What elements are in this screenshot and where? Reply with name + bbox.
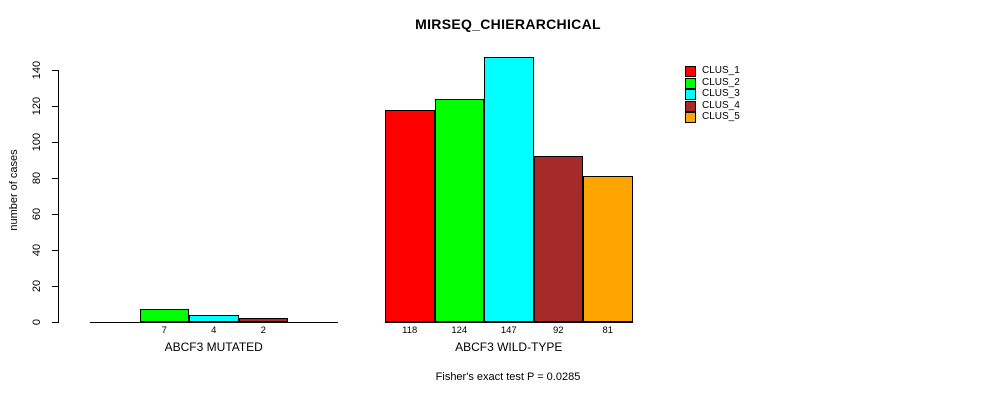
y-axis-tick — [52, 250, 58, 251]
bar-clus_4 — [533, 156, 583, 322]
bar-clus_4 — [238, 318, 288, 322]
bar-value-label: 147 — [500, 325, 517, 336]
bar-clus_2 — [434, 98, 484, 322]
legend-label: CLUS_4 — [702, 99, 740, 111]
legend-swatch-clus_3 — [685, 89, 696, 100]
y-axis-tick — [52, 178, 58, 179]
legend-swatch-clus_1 — [685, 66, 696, 77]
y-axis-tick — [52, 286, 58, 287]
bar-value-label: 2 — [260, 325, 266, 336]
bar-clus_1 — [385, 109, 435, 322]
bar-value-label: 124 — [451, 325, 468, 336]
chart-title: MIRSEQ_CHIERARCHICAL — [415, 16, 601, 32]
bar-value-label: 4 — [211, 325, 217, 336]
legend-swatch-clus_2 — [685, 77, 696, 89]
group-label: ABCF3 MUTATED — [164, 340, 263, 354]
legend-label: CLUS_2 — [702, 76, 740, 88]
y-axis-tick — [52, 70, 58, 71]
bar-clus_3 — [189, 314, 239, 322]
bar-value-label: 92 — [552, 325, 564, 336]
y-axis-tick — [52, 322, 58, 323]
bar-clus_2 — [139, 309, 189, 322]
y-axis-line — [58, 70, 59, 323]
bar-value-label: 81 — [602, 325, 614, 336]
y-axis-tick — [52, 106, 58, 107]
y-axis-tick — [52, 142, 58, 143]
legend-label: CLUS_5 — [702, 111, 740, 122]
bar-clus_5 — [583, 176, 633, 322]
group-label: ABCF3 WILD-TYPE — [455, 340, 563, 354]
group-baseline — [385, 322, 633, 323]
legend-swatch-clus_5 — [685, 112, 696, 123]
legend-label: CLUS_3 — [702, 88, 740, 99]
bar-clus_3 — [484, 57, 534, 322]
legend-label: CLUS_1 — [702, 65, 740, 76]
bar-value-label: 118 — [402, 325, 418, 336]
group-baseline — [90, 322, 338, 323]
legend-swatch-clus_4 — [685, 100, 696, 112]
footnote-fisher-test: Fisher's exact test P = 0.0285 — [435, 371, 581, 383]
y-axis-tick — [52, 214, 58, 215]
bar-value-label: 7 — [161, 325, 167, 336]
